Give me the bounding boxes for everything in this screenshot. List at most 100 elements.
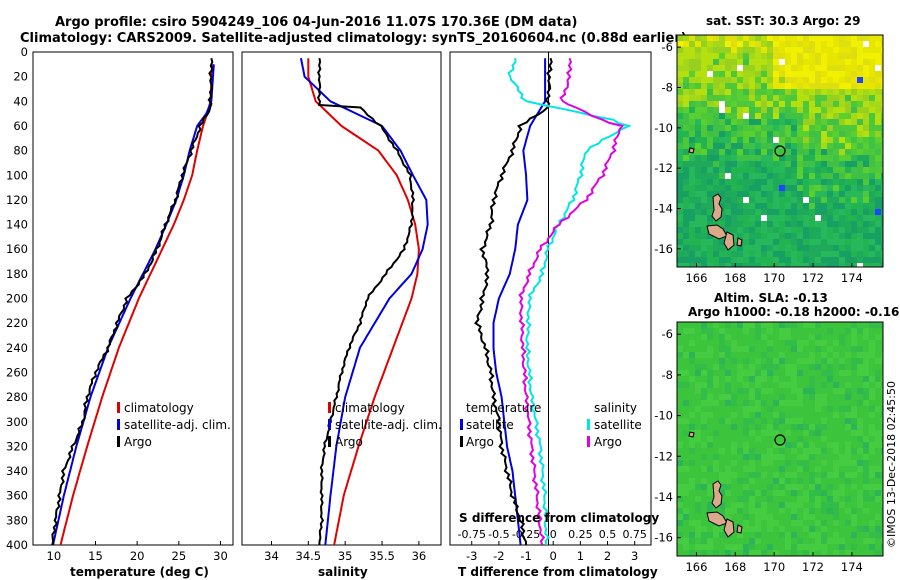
map-cell bbox=[857, 430, 863, 436]
map-cell bbox=[857, 550, 863, 556]
map-cell bbox=[695, 406, 701, 412]
map-cell bbox=[827, 358, 833, 364]
map-cell bbox=[689, 167, 695, 173]
x-tick-label: 3 bbox=[631, 549, 638, 563]
map-cell bbox=[707, 442, 713, 448]
map-cell bbox=[797, 131, 803, 137]
map-cell bbox=[749, 400, 755, 406]
map-cell bbox=[815, 460, 821, 466]
map-cell bbox=[731, 89, 737, 95]
map-cell bbox=[869, 436, 875, 442]
map-cell bbox=[689, 532, 695, 538]
map-cell bbox=[839, 59, 845, 65]
map-cell bbox=[833, 47, 839, 53]
map-cell bbox=[845, 508, 851, 514]
map-cell bbox=[701, 346, 707, 352]
map-cell bbox=[737, 502, 743, 508]
series-line bbox=[307, 58, 420, 545]
map-cell bbox=[683, 257, 689, 263]
map-cell bbox=[827, 161, 833, 167]
map-cell bbox=[833, 89, 839, 95]
map-cell bbox=[863, 197, 869, 203]
map-cell bbox=[677, 400, 683, 406]
map-cell bbox=[695, 352, 701, 358]
map-cell bbox=[857, 215, 863, 221]
map-cell bbox=[845, 346, 851, 352]
map-cell bbox=[803, 340, 809, 346]
map-cell bbox=[707, 430, 713, 436]
map-cell bbox=[767, 406, 773, 412]
map-cell bbox=[749, 418, 755, 424]
map-cell bbox=[701, 484, 707, 490]
map-cell bbox=[749, 143, 755, 149]
map-cell bbox=[743, 65, 749, 71]
map-cell bbox=[725, 376, 731, 382]
map-cell bbox=[767, 47, 773, 53]
map-cell bbox=[761, 257, 767, 263]
map-cell bbox=[821, 257, 827, 263]
map-cell bbox=[695, 233, 701, 239]
map-cell bbox=[863, 538, 869, 544]
map-cell bbox=[797, 364, 803, 370]
map-cell bbox=[869, 532, 875, 538]
map-cell bbox=[683, 448, 689, 454]
map-cell bbox=[779, 131, 785, 137]
map-cell bbox=[851, 65, 857, 71]
map-cell bbox=[701, 544, 707, 550]
map-cell bbox=[827, 490, 833, 496]
map-cell bbox=[719, 41, 725, 47]
map-cell bbox=[797, 358, 803, 364]
map-cell bbox=[761, 191, 767, 197]
map-cell bbox=[845, 532, 851, 538]
map-cell bbox=[677, 424, 683, 430]
map-cell bbox=[851, 107, 857, 113]
map-cell bbox=[857, 406, 863, 412]
map-cell bbox=[773, 502, 779, 508]
map-cell bbox=[839, 490, 845, 496]
map-cell bbox=[755, 161, 761, 167]
map-cell bbox=[869, 233, 875, 239]
map-cell bbox=[683, 496, 689, 502]
map-cell bbox=[749, 95, 755, 101]
map-cell bbox=[701, 550, 707, 556]
map-cell bbox=[845, 215, 851, 221]
map-cell bbox=[827, 472, 833, 478]
map-cell bbox=[839, 233, 845, 239]
map-cell bbox=[797, 47, 803, 53]
map-cell bbox=[803, 478, 809, 484]
map-cell bbox=[869, 167, 875, 173]
map-cell bbox=[815, 119, 821, 125]
map-cell bbox=[725, 550, 731, 556]
map-cell bbox=[695, 376, 701, 382]
map-cell bbox=[731, 424, 737, 430]
map-cell bbox=[695, 203, 701, 209]
map-cell bbox=[701, 95, 707, 101]
map-cell bbox=[761, 358, 767, 364]
map-cell bbox=[743, 245, 749, 251]
map-cell bbox=[719, 400, 725, 406]
map-cell bbox=[743, 233, 749, 239]
map-cell bbox=[755, 185, 761, 191]
map-cell bbox=[689, 191, 695, 197]
map-cell bbox=[839, 496, 845, 502]
map-cell bbox=[875, 436, 881, 442]
map-cell bbox=[785, 143, 791, 149]
map-cell bbox=[689, 53, 695, 59]
map-cell bbox=[743, 221, 749, 227]
map-cell bbox=[803, 454, 809, 460]
map-cell bbox=[701, 263, 707, 267]
map-cell bbox=[683, 460, 689, 466]
map-cell bbox=[881, 119, 883, 125]
map-cell bbox=[839, 502, 845, 508]
map-cell bbox=[803, 346, 809, 352]
map-cell bbox=[749, 83, 755, 89]
map-cell bbox=[713, 358, 719, 364]
map-cell bbox=[803, 71, 809, 77]
map-cell bbox=[773, 442, 779, 448]
map-cell bbox=[773, 101, 779, 107]
map-cell bbox=[869, 388, 875, 394]
map-cell bbox=[725, 227, 731, 233]
map-cell bbox=[839, 257, 845, 263]
map-cell bbox=[857, 502, 863, 508]
map-cell bbox=[695, 257, 701, 263]
